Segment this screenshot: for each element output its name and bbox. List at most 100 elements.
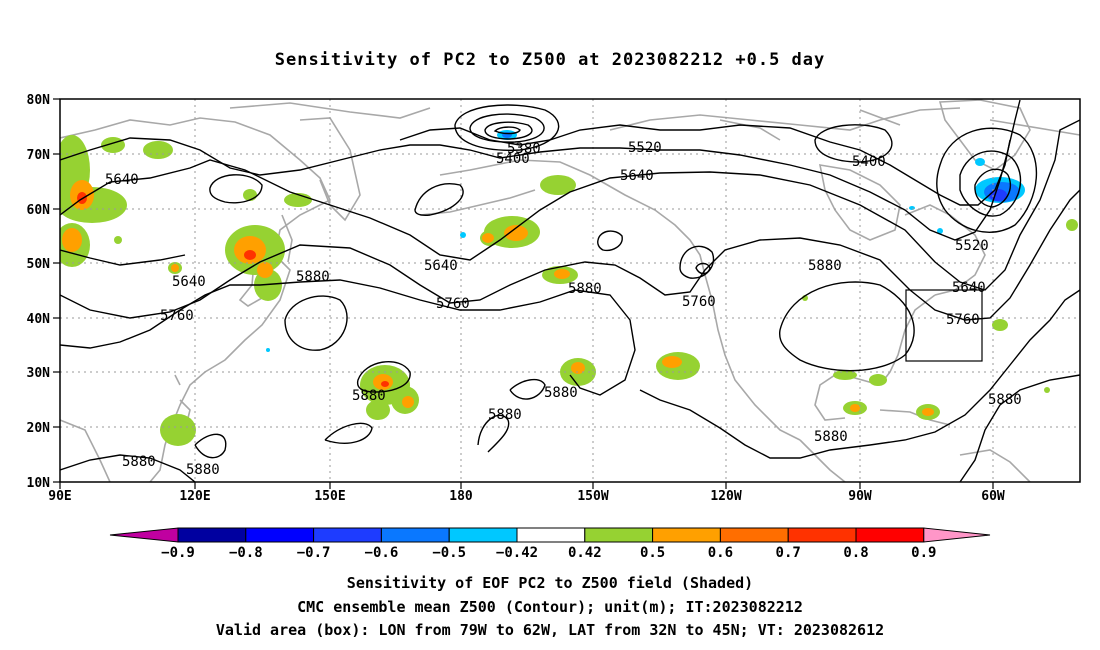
lon-label: 120W — [710, 489, 741, 504]
colorbar-cell — [448, 527, 518, 543]
contour-5880-lower-left — [60, 454, 196, 482]
contour-label: 5380 — [507, 141, 541, 157]
contour-low-greenland-mid — [959, 150, 1022, 217]
contour-label: 5640 — [172, 274, 206, 290]
contour-5380-low-core — [493, 126, 521, 135]
colorbar-cell — [855, 527, 925, 543]
contour-low-hudson — [814, 124, 893, 163]
lat-label: 10N — [27, 476, 51, 491]
contour-label-group: 5640 5640 5760 5880 5880 5880 5880 5400 … — [105, 140, 1022, 478]
contour-5520 — [60, 99, 1021, 241]
colorbar-tick-label: −0.6 — [365, 545, 399, 561]
sensitivity-shading — [60, 130, 1078, 446]
coastline-arctic-islands — [719, 109, 1080, 141]
contour-5880-us-high — [778, 281, 915, 372]
contour-gulf-alaska-inner — [695, 262, 711, 275]
lat-label: 70N — [27, 148, 51, 163]
coastline-labrador — [904, 204, 986, 296]
contour-label: 5640 — [424, 258, 458, 274]
coastline-south-america — [959, 449, 1031, 482]
lat-label: 30N — [27, 366, 51, 381]
contour-label: 5640 — [105, 172, 139, 188]
lat-label: 60N — [27, 203, 51, 218]
contour-5880-caribbean — [959, 374, 1080, 482]
z500-contours — [60, 99, 1080, 482]
coastline-asia-south — [60, 419, 111, 482]
colorbar-cell — [313, 527, 382, 543]
lon-label: 60W — [981, 489, 1005, 504]
colorbar-cell — [652, 527, 721, 543]
coastline-north-america-west — [704, 274, 801, 441]
coastlines — [60, 99, 1080, 482]
colorbar-cell — [719, 527, 789, 543]
colorbar-tick-label: 0.9 — [911, 545, 936, 561]
lat-label: 40N — [27, 312, 51, 327]
colorbar-over-triangle — [923, 527, 991, 543]
contour-5640-main — [60, 119, 1080, 291]
colorbar-tick-label: −0.5 — [432, 545, 466, 561]
coastline-alaska — [439, 159, 706, 276]
colorbar-tick-label: 0.7 — [776, 545, 801, 561]
coastline-greenland — [938, 99, 1031, 171]
contour-5880-main — [60, 279, 636, 396]
contour-5880-bottom-left — [194, 433, 227, 459]
colorbar-tick-label: −0.8 — [229, 545, 263, 561]
contour-label: 5880 — [488, 407, 522, 423]
coastline-sakhalin — [281, 214, 293, 263]
coastline-gulf-mexico — [814, 374, 881, 421]
contour-label: 5760 — [160, 308, 194, 324]
graticule — [60, 99, 1080, 482]
lat-label: 80N — [27, 93, 51, 108]
caption-line-3: Valid area (box): LON from 79W to 62W, L… — [215, 621, 885, 639]
contour-5640-asia-lower — [60, 249, 186, 266]
lat-label: 50N — [27, 257, 51, 272]
axis-ticks — [53, 98, 994, 489]
figure-title: Sensitivity of PC2 to Z500 at 2023082212… — [274, 50, 826, 70]
contour-label: 5760 — [946, 312, 980, 328]
contour-label: 5880 — [296, 269, 330, 285]
contour-5880-isle — [356, 361, 411, 393]
lon-label: 150E — [314, 489, 345, 504]
lon-label: 120E — [179, 489, 210, 504]
contour-5880-west-pacific-low — [284, 295, 348, 351]
contour-5880-bottom — [324, 422, 373, 444]
colorbar-tick-label: 0.5 — [640, 545, 665, 561]
contour-label: 5400 — [496, 151, 530, 167]
contour-5880-east — [509, 378, 546, 400]
colorbar-cell — [787, 527, 857, 543]
contour-low-greenland-outer — [936, 127, 1038, 233]
contour-label: 5760 — [436, 296, 470, 312]
contour-label: 5400 — [852, 154, 886, 170]
colorbar-cell — [245, 527, 315, 543]
caption-line-1: Sensitivity of EOF PC2 to Z500 field (Sh… — [346, 574, 754, 592]
contour-5880-central-pacific — [477, 414, 510, 453]
contour-5380-low-inner — [484, 121, 533, 140]
longitude-labels: 90E 120E 150E 180 150W 120W 90W 60W — [48, 489, 1005, 504]
lon-label: 90W — [848, 489, 872, 504]
contour-label: 5520 — [955, 238, 989, 254]
coastline-aleutians — [419, 189, 536, 216]
colorbar-cell — [380, 527, 450, 543]
coastline-central-america — [799, 439, 846, 482]
contour-label: 5760 — [682, 294, 716, 310]
colorbar-tick-label: 0.42 — [568, 545, 602, 561]
colorbar-cell — [584, 527, 654, 543]
colorbar-cell — [177, 527, 247, 543]
colorbar-tick-label: −0.9 — [161, 545, 195, 561]
contour-label: 5880 — [122, 454, 156, 470]
lat-label: 20N — [27, 421, 51, 436]
contour-label: 5880 — [186, 462, 220, 478]
coastline-hudson-bay — [818, 164, 901, 241]
shade-positive-red — [77, 192, 389, 387]
contour-label: 5880 — [352, 388, 386, 404]
valid-area-box — [905, 289, 983, 362]
colorbar-cell — [516, 527, 586, 543]
coastline-north-america-arctic — [609, 107, 961, 131]
contour-label: 5880 — [814, 429, 848, 445]
contour-trough-kamchatka — [414, 183, 464, 216]
contour-low-greenland-inner — [974, 168, 1011, 208]
caption-line-2: CMC ensemble mean Z500 (Contour); unit(m… — [297, 598, 803, 616]
contour-label: 5880 — [544, 385, 578, 401]
lon-label: 150W — [577, 489, 608, 504]
